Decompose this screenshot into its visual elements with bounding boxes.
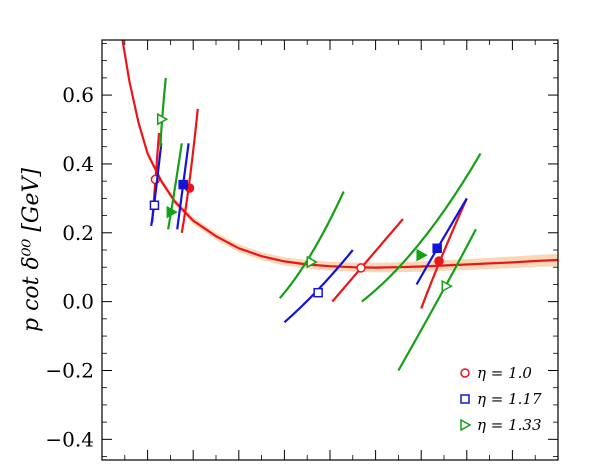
y-tick-label: 0.0 bbox=[62, 290, 94, 314]
series-2-point bbox=[178, 179, 188, 190]
y-tick-label: 0.2 bbox=[62, 221, 94, 245]
series-3-band bbox=[361, 153, 482, 303]
legend-label-1: η = 1.0 bbox=[477, 364, 532, 382]
series-3-point bbox=[306, 255, 318, 269]
series-3-point bbox=[416, 248, 428, 262]
legend: η = 1.0 η = 1.17 η = 1.33 bbox=[460, 364, 542, 434]
y-tick-label: −0.4 bbox=[45, 427, 94, 451]
series-3-band bbox=[167, 143, 183, 230]
legend-marker-2 bbox=[460, 394, 470, 404]
legend-label-2: η = 1.17 bbox=[477, 390, 542, 408]
series-3-band bbox=[159, 77, 167, 147]
y-tick-label: −0.2 bbox=[45, 358, 94, 382]
plot-background bbox=[102, 40, 558, 460]
legend-marker-1 bbox=[460, 368, 470, 378]
legend-marker-3 bbox=[460, 418, 472, 432]
series-2-point bbox=[313, 287, 323, 298]
y-tick-label: 0.4 bbox=[62, 152, 94, 176]
series-3-point bbox=[441, 279, 453, 293]
series-3-point bbox=[156, 112, 169, 126]
series-2-point bbox=[432, 243, 442, 254]
series-2-point bbox=[149, 200, 160, 210]
series-1-band bbox=[180, 108, 199, 233]
series-1-point bbox=[356, 263, 366, 273]
series-3-band bbox=[397, 228, 477, 372]
series-3-band bbox=[278, 191, 345, 299]
series-1-point bbox=[434, 256, 444, 266]
series-3-point bbox=[166, 205, 178, 219]
series-1-band bbox=[331, 218, 404, 303]
legend-label-3: η = 1.33 bbox=[477, 416, 542, 434]
series-2-band bbox=[150, 143, 163, 227]
y-axis-label: p cot δ⁰⁰ [GeV] bbox=[19, 168, 44, 332]
y-tick-label: 0.6 bbox=[62, 83, 94, 107]
